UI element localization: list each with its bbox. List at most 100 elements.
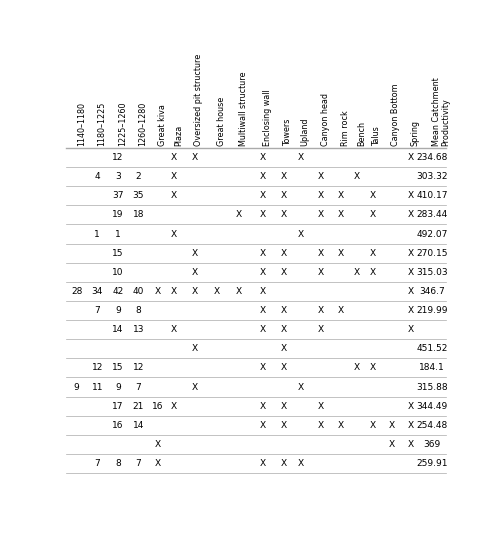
Text: Spring: Spring [410,120,420,146]
Text: 12: 12 [92,363,103,373]
Text: 1: 1 [94,230,100,239]
Text: X: X [370,363,376,373]
Text: X: X [408,440,414,449]
Text: X: X [318,306,324,315]
Text: X: X [170,172,177,181]
Text: X: X [338,421,344,430]
Text: X: X [408,325,414,334]
Text: X: X [338,248,344,258]
Text: X: X [354,363,360,373]
Text: X: X [318,421,324,430]
Text: 7: 7 [94,306,100,315]
Text: X: X [170,402,177,411]
Text: 303.32: 303.32 [416,172,448,181]
Text: X: X [408,211,414,219]
Text: 451.52: 451.52 [416,345,448,353]
Text: X: X [408,287,414,296]
Text: 12: 12 [133,363,144,373]
Text: X: X [154,459,160,468]
Text: 1180–1225: 1180–1225 [98,102,106,146]
Text: 14: 14 [133,421,144,430]
Text: 1140–1180: 1140–1180 [76,102,86,146]
Text: 7: 7 [136,459,141,468]
Text: Oversized pit structure: Oversized pit structure [194,53,203,146]
Text: 9: 9 [74,382,80,392]
Text: X: X [318,268,324,277]
Text: X: X [236,287,242,296]
Text: X: X [338,191,344,200]
Text: X: X [192,382,198,392]
Text: 13: 13 [133,325,144,334]
Text: X: X [260,191,266,200]
Text: X: X [260,363,266,373]
Text: 344.49: 344.49 [416,402,448,411]
Text: 16: 16 [152,402,164,411]
Text: X: X [388,440,394,449]
Text: X: X [260,211,266,219]
Text: X: X [280,306,286,315]
Text: X: X [192,287,198,296]
Text: 35: 35 [133,191,144,200]
Text: Multiwall structure: Multiwall structure [239,71,248,146]
Text: 17: 17 [112,402,124,411]
Text: X: X [298,153,304,162]
Text: X: X [154,287,160,296]
Text: X: X [370,211,376,219]
Text: X: X [192,248,198,258]
Text: 12: 12 [112,153,124,162]
Text: 28: 28 [71,287,83,296]
Text: X: X [260,268,266,277]
Text: X: X [280,325,286,334]
Text: 9: 9 [115,382,121,392]
Text: X: X [280,421,286,430]
Text: 14: 14 [112,325,124,334]
Text: X: X [280,345,286,353]
Text: 18: 18 [133,211,144,219]
Text: 19: 19 [112,211,124,219]
Text: X: X [408,153,414,162]
Text: 410.17: 410.17 [416,191,448,200]
Text: 492.07: 492.07 [416,230,448,239]
Text: 283.44: 283.44 [416,211,448,219]
Text: 3: 3 [115,172,121,181]
Text: 15: 15 [112,363,124,373]
Text: X: X [214,287,220,296]
Text: X: X [280,268,286,277]
Text: X: X [192,345,198,353]
Text: X: X [192,153,198,162]
Text: X: X [260,459,266,468]
Text: X: X [170,191,177,200]
Text: X: X [370,191,376,200]
Text: X: X [354,268,360,277]
Text: X: X [236,211,242,219]
Text: 184.1: 184.1 [419,363,445,373]
Text: Talus: Talus [372,126,382,146]
Text: X: X [408,421,414,430]
Text: X: X [408,268,414,277]
Text: X: X [388,421,394,430]
Text: X: X [370,268,376,277]
Text: X: X [260,306,266,315]
Text: 369: 369 [424,440,440,449]
Text: X: X [338,211,344,219]
Text: 7: 7 [136,382,141,392]
Text: 21: 21 [133,402,144,411]
Text: 8: 8 [136,306,141,315]
Text: 1225–1260: 1225–1260 [118,102,127,146]
Text: X: X [170,153,177,162]
Text: 10: 10 [112,268,124,277]
Text: X: X [318,402,324,411]
Text: 11: 11 [92,382,103,392]
Text: X: X [318,172,324,181]
Text: Upland: Upland [300,117,310,146]
Text: X: X [280,191,286,200]
Text: 4: 4 [94,172,100,181]
Text: 254.48: 254.48 [416,421,448,430]
Text: X: X [170,230,177,239]
Text: 8: 8 [115,459,121,468]
Text: 37: 37 [112,191,124,200]
Text: X: X [280,248,286,258]
Text: Canyon head: Canyon head [321,93,330,146]
Text: X: X [260,325,266,334]
Text: 315.88: 315.88 [416,382,448,392]
